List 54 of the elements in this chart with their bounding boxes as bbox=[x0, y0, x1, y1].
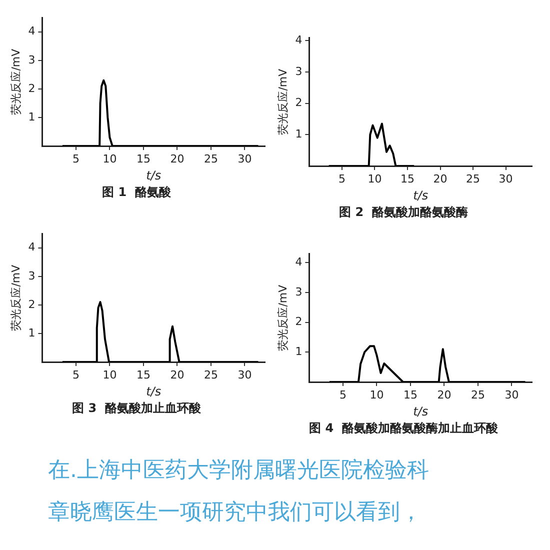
x-tick-label: 25 bbox=[204, 368, 218, 382]
x-axis-title: t/s bbox=[146, 384, 162, 399]
y-tick-label: 1 bbox=[295, 128, 302, 141]
x-tick-label: 10 bbox=[368, 172, 382, 186]
x-tick-label: 5 bbox=[338, 172, 346, 186]
x-tick-label: 20 bbox=[433, 172, 448, 186]
y-tick-label: 2 bbox=[28, 82, 36, 95]
x-tick-label: 25 bbox=[204, 152, 218, 166]
y-axis-title: 荧光反应/mV bbox=[9, 48, 22, 115]
text: 图 2 酪氨酸加酪氨酸酶 bbox=[339, 204, 468, 219]
x-tick-label: 10 bbox=[370, 388, 384, 402]
text: 在.上海中医药大学附属曙光医院检验科 bbox=[48, 457, 430, 485]
text: 图 4 酪氨酸加酪氨酸酶加止血环酸 bbox=[309, 420, 499, 435]
x-tick-label: 15 bbox=[136, 152, 150, 166]
y-axis-title: 荧光反应/mV bbox=[9, 264, 22, 331]
x-tick-label: 25 bbox=[466, 172, 480, 186]
y-tick-label: 1 bbox=[295, 345, 302, 358]
x-tick-label: 25 bbox=[470, 388, 485, 402]
text: 图 1 酪氨酸 bbox=[102, 184, 172, 199]
y-tick-label: 4 bbox=[295, 34, 302, 47]
text: 章晓鹰医生一项研究中我们可以看到， bbox=[48, 499, 423, 527]
y-tick-label: 3 bbox=[295, 64, 302, 78]
x-tick-label: 30 bbox=[238, 152, 252, 166]
y-tick-label: 2 bbox=[28, 298, 36, 311]
y-tick-label: 1 bbox=[28, 110, 36, 124]
x-tick-label: 15 bbox=[136, 368, 150, 382]
y-tick-label: 3 bbox=[295, 285, 302, 298]
x-tick-label: 30 bbox=[504, 388, 519, 402]
x-tick-label: 5 bbox=[339, 388, 346, 402]
x-tick-label: 30 bbox=[498, 172, 513, 186]
y-tick-label: 1 bbox=[28, 326, 36, 340]
y-tick-label: 2 bbox=[295, 96, 302, 110]
y-tick-label: 4 bbox=[28, 24, 36, 38]
x-tick-label: 20 bbox=[437, 388, 452, 402]
x-tick-label: 15 bbox=[400, 172, 414, 186]
x-tick-label: 20 bbox=[170, 152, 184, 166]
x-tick-label: 10 bbox=[102, 368, 117, 382]
y-axis-title: 荧光反应/mV bbox=[276, 284, 290, 351]
x-tick-label: 20 bbox=[170, 368, 184, 382]
x-tick-label: 5 bbox=[72, 368, 80, 382]
x-axis-title: t/s bbox=[413, 404, 428, 419]
y-tick-label: 2 bbox=[295, 315, 302, 328]
y-tick-label: 4 bbox=[295, 255, 302, 268]
x-tick-label: 15 bbox=[403, 388, 418, 402]
y-tick-label: 3 bbox=[28, 53, 36, 66]
x-axis-title: t/s bbox=[146, 168, 162, 183]
y-tick-label: 3 bbox=[28, 269, 36, 282]
x-tick-label: 5 bbox=[72, 152, 80, 166]
y-tick-label: 4 bbox=[28, 240, 36, 254]
x-tick-label: 10 bbox=[102, 152, 117, 166]
text: 图 3 酪氨酸加止血环酸 bbox=[72, 400, 202, 415]
x-axis-title: t/s bbox=[413, 188, 428, 203]
y-axis-title: 荧光反应/mV bbox=[276, 68, 290, 135]
x-tick-label: 30 bbox=[238, 368, 252, 382]
